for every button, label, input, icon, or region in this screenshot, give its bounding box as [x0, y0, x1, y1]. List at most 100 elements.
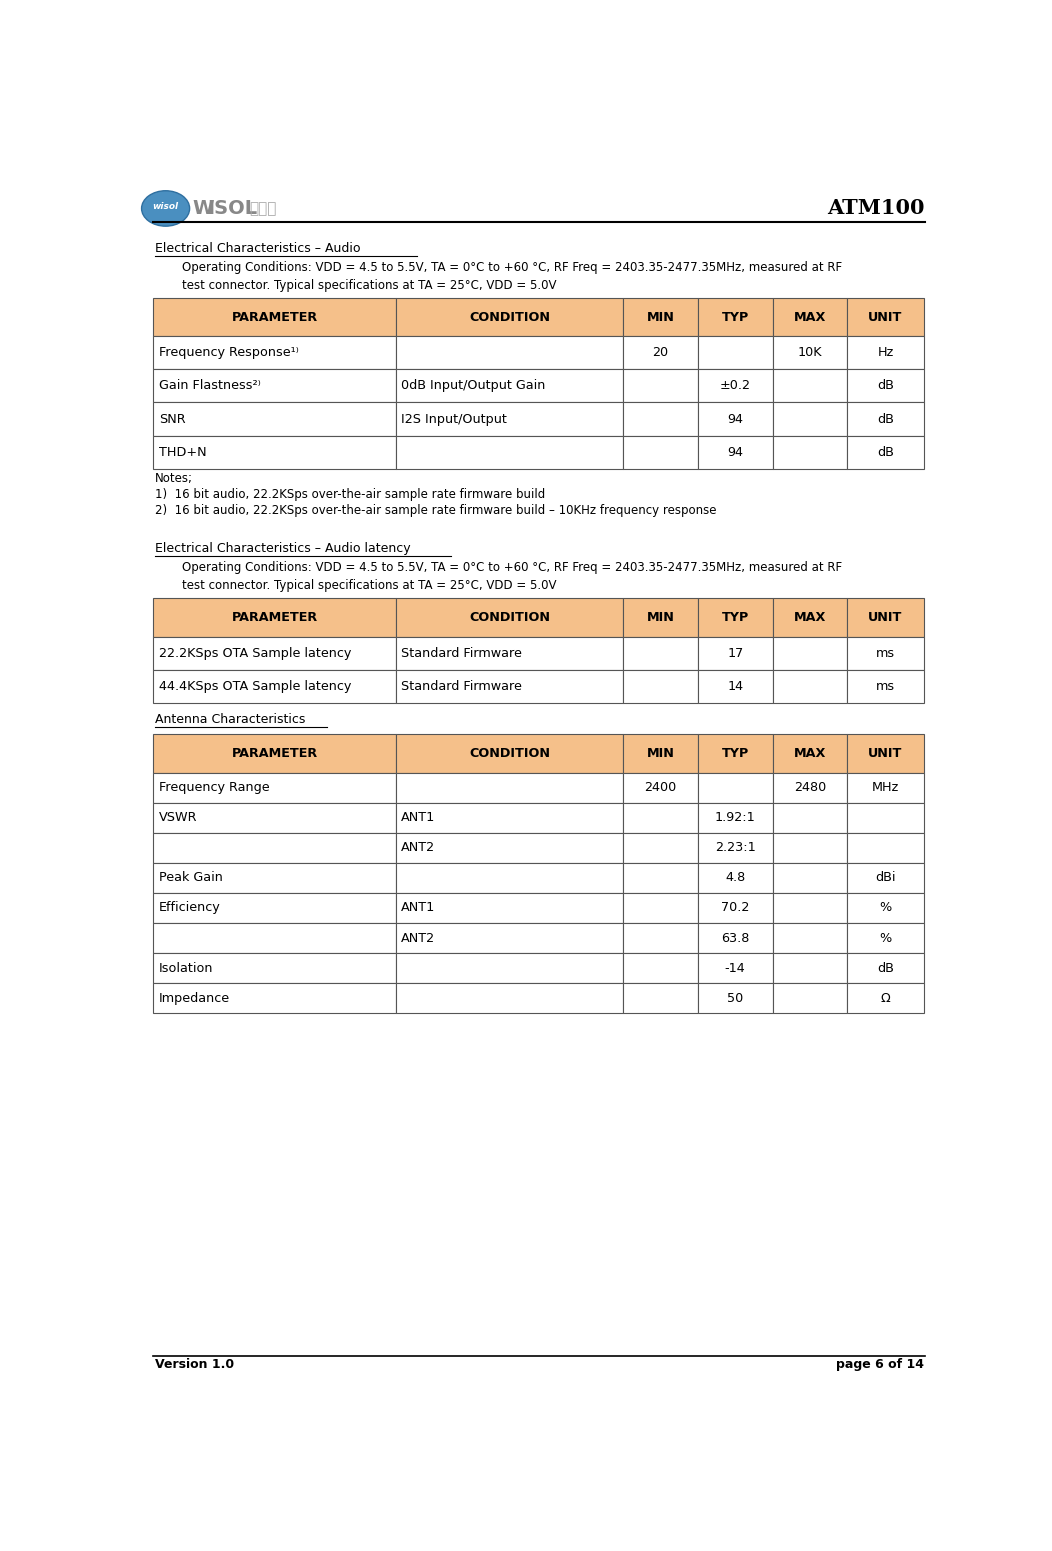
- Text: Efficiency: Efficiency: [159, 901, 220, 915]
- Text: ANT1: ANT1: [401, 901, 436, 915]
- Text: Notes;: Notes;: [155, 472, 193, 485]
- Text: ANT2: ANT2: [401, 842, 436, 855]
- Text: MHz: MHz: [872, 782, 899, 794]
- Bar: [396, 734, 623, 772]
- Bar: [772, 833, 847, 862]
- Bar: [154, 599, 396, 636]
- Bar: [847, 772, 924, 803]
- Bar: [623, 436, 697, 468]
- Text: ANT2: ANT2: [401, 932, 436, 945]
- Text: dB: dB: [877, 413, 894, 425]
- Bar: [847, 403, 924, 436]
- Text: dB: dB: [877, 962, 894, 974]
- Bar: [772, 772, 847, 803]
- Text: Ω: Ω: [881, 991, 890, 1005]
- Text: 70.2: 70.2: [721, 901, 749, 915]
- Bar: [697, 833, 772, 862]
- Bar: [697, 862, 772, 893]
- Text: ms: ms: [876, 647, 895, 659]
- Bar: [154, 803, 396, 833]
- Bar: [847, 298, 924, 337]
- Text: 10K: 10K: [797, 346, 823, 360]
- Bar: [847, 952, 924, 983]
- Bar: [772, 599, 847, 636]
- Bar: [154, 923, 396, 952]
- Bar: [772, 952, 847, 983]
- Bar: [154, 369, 396, 403]
- Bar: [154, 337, 396, 369]
- Bar: [154, 893, 396, 923]
- Text: PARAMETER: PARAMETER: [231, 611, 318, 624]
- Text: 14: 14: [727, 679, 744, 693]
- Text: 2.23:1: 2.23:1: [714, 842, 755, 855]
- Bar: [623, 734, 697, 772]
- Bar: [847, 670, 924, 703]
- Text: 2400: 2400: [645, 782, 676, 794]
- Bar: [697, 369, 772, 403]
- Bar: [154, 952, 396, 983]
- Text: 2480: 2480: [794, 782, 826, 794]
- Bar: [623, 636, 697, 670]
- Bar: [697, 670, 772, 703]
- Bar: [847, 923, 924, 952]
- Text: 4.8: 4.8: [725, 872, 745, 884]
- Bar: [847, 893, 924, 923]
- Bar: [623, 298, 697, 337]
- Bar: [396, 923, 623, 952]
- Bar: [697, 599, 772, 636]
- Bar: [772, 636, 847, 670]
- Text: Operating Conditions: VDD = 4.5 to 5.5V, TA = 0°C to +60 °C, RF Freq = 2403.35-2: Operating Conditions: VDD = 4.5 to 5.5V,…: [182, 561, 842, 574]
- Text: Hz: Hz: [877, 346, 893, 360]
- Bar: [847, 436, 924, 468]
- Text: MAX: MAX: [794, 611, 826, 624]
- Bar: [847, 833, 924, 862]
- Bar: [697, 803, 772, 833]
- Bar: [847, 862, 924, 893]
- Text: MAX: MAX: [794, 310, 826, 324]
- Bar: [623, 803, 697, 833]
- Text: TYP: TYP: [722, 310, 749, 324]
- Bar: [396, 670, 623, 703]
- Text: Operating Conditions: VDD = 4.5 to 5.5V, TA = 0°C to +60 °C, RF Freq = 2403.35-2: Operating Conditions: VDD = 4.5 to 5.5V,…: [182, 261, 842, 275]
- Text: TYP: TYP: [722, 611, 749, 624]
- Bar: [623, 599, 697, 636]
- Bar: [623, 403, 697, 436]
- Bar: [623, 923, 697, 952]
- Text: Standard Firmware: Standard Firmware: [401, 647, 522, 659]
- Bar: [772, 436, 847, 468]
- Bar: [847, 636, 924, 670]
- Text: %: %: [879, 932, 891, 945]
- Bar: [154, 983, 396, 1013]
- Bar: [396, 436, 623, 468]
- Bar: [772, 803, 847, 833]
- Bar: [847, 734, 924, 772]
- Bar: [623, 670, 697, 703]
- Bar: [847, 599, 924, 636]
- Bar: [697, 337, 772, 369]
- Text: UNIT: UNIT: [868, 748, 903, 760]
- Bar: [396, 772, 623, 803]
- Text: -14: -14: [725, 962, 746, 974]
- Bar: [623, 893, 697, 923]
- Text: ±0.2: ±0.2: [720, 380, 751, 392]
- Text: 50: 50: [727, 991, 744, 1005]
- Bar: [623, 772, 697, 803]
- Bar: [847, 803, 924, 833]
- Text: Peak Gain: Peak Gain: [159, 872, 223, 884]
- Text: Frequency Range: Frequency Range: [159, 782, 269, 794]
- Text: ANT1: ANT1: [401, 811, 436, 825]
- Bar: [623, 369, 697, 403]
- Bar: [697, 298, 772, 337]
- Bar: [772, 670, 847, 703]
- Text: page 6 of 14: page 6 of 14: [835, 1359, 924, 1371]
- Text: dB: dB: [877, 380, 894, 392]
- Bar: [154, 772, 396, 803]
- Text: ms: ms: [876, 679, 895, 693]
- Bar: [772, 298, 847, 337]
- Text: UNIT: UNIT: [868, 310, 903, 324]
- Bar: [396, 983, 623, 1013]
- Bar: [154, 734, 396, 772]
- Bar: [154, 862, 396, 893]
- Bar: [847, 337, 924, 369]
- Bar: [623, 983, 697, 1013]
